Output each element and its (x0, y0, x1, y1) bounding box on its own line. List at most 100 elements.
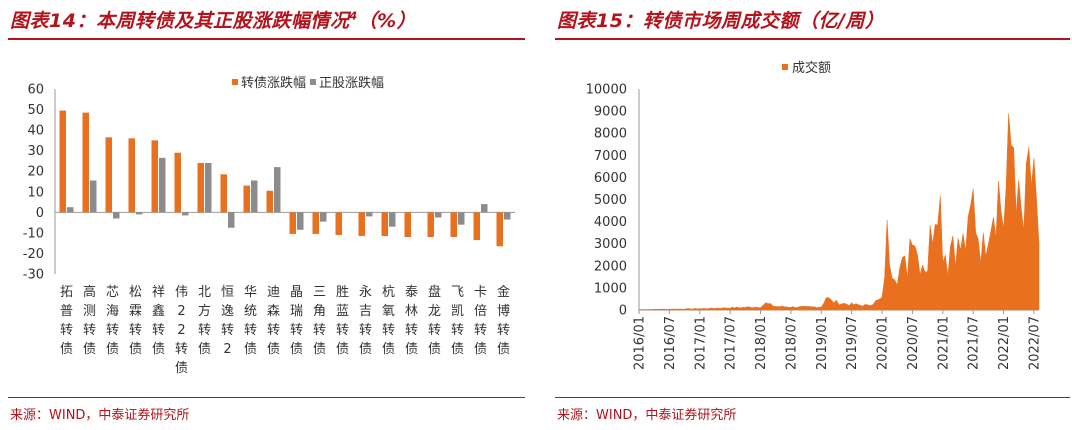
x-tick-label: 2017/07 (724, 316, 739, 370)
bond-change-bar (197, 163, 204, 213)
y-tick-label: 20 (27, 165, 44, 180)
x-category-label: 卡 (474, 285, 487, 300)
x-category-label: 债 (336, 342, 349, 357)
y-tick-label: 4000 (594, 215, 627, 230)
x-tick-label: 2019/01 (815, 316, 830, 370)
x-category-label: 债 (474, 342, 487, 357)
stock-change-bar (136, 212, 143, 215)
x-category-label: 氧 (382, 304, 395, 319)
bond-change-bar (243, 185, 250, 213)
x-category-label: 森 (267, 304, 280, 319)
x-category-label: 债 (359, 342, 372, 357)
x-category-label: 海 (106, 304, 119, 319)
x-category-label: 测 (83, 304, 96, 319)
x-category-label: 债 (428, 342, 441, 357)
y-tick-label: 7000 (594, 149, 627, 164)
stock-change-bar (435, 212, 442, 218)
stock-change-bar (389, 212, 396, 227)
x-category-label: 转 (221, 323, 234, 338)
x-tick-label: 2020/01 (876, 316, 891, 370)
x-tick-label: 2020/07 (906, 316, 921, 370)
x-tick-label: 2016/01 (633, 316, 648, 370)
x-category-label: 转 (382, 323, 395, 338)
bond-change-bar (266, 190, 273, 213)
stock-change-bar (67, 207, 74, 213)
x-category-label: 转 (106, 323, 119, 338)
x-category-label: 统 (244, 304, 257, 319)
x-category-label: 转 (405, 323, 418, 338)
x-category-label: 盘 (428, 284, 441, 300)
y-tick-label: -30 (23, 268, 44, 283)
y-tick-label: 30 (27, 144, 44, 159)
y-tick-label: 3000 (594, 237, 627, 252)
x-category-label: 债 (60, 342, 73, 357)
x-category-label: 林 (405, 304, 418, 319)
y-tick-label: 2000 (594, 259, 627, 274)
x-category-label: 转 (60, 323, 73, 338)
right-area-chart: 1000090008000700060005000400030002000100… (586, 60, 1043, 370)
legend-label: 转债涨跌幅 (241, 75, 306, 91)
x-category-label: 蓝 (336, 304, 349, 319)
x-category-label: 胜 (336, 285, 349, 300)
x-category-label: 飞 (451, 285, 464, 300)
x-category-label: 祥 (152, 285, 165, 300)
bond-change-bar (128, 138, 135, 213)
y-tick-label: 60 (27, 83, 44, 98)
x-tick-label: 2018/01 (754, 316, 769, 370)
bond-change-bar (496, 212, 503, 247)
x-category-label: 博 (497, 304, 510, 319)
left-title-text: 图表14：本周转债及其正股涨跌幅情况 (10, 10, 350, 32)
x-category-label: 逸 (221, 304, 234, 319)
x-category-label: 角 (313, 304, 326, 319)
x-category-label: 转 (244, 323, 257, 338)
x-category-label: 转 (313, 323, 326, 338)
left-source: 来源：WIND，中泰证券研究所 (10, 408, 190, 423)
bond-change-bar (82, 112, 89, 213)
x-category-label: 债 (129, 342, 142, 357)
x-category-label: 债 (497, 342, 510, 357)
x-category-label: 吉 (359, 304, 372, 319)
stock-change-bar (228, 212, 235, 228)
stock-change-bar (458, 212, 465, 225)
left-title-sup: 4 (349, 9, 358, 23)
turnover-area (638, 113, 1040, 311)
x-category-label: 三 (313, 285, 326, 300)
right-chart-panel: 图表15：转债市场周成交额（亿/周） 10000 9000 8000 7000 6000… (547, 0, 1072, 430)
stock-change-bar (113, 212, 120, 219)
x-category-label: 债 (152, 342, 165, 357)
stock-change-bar (504, 212, 511, 220)
y-tick-label: -10 (23, 226, 44, 241)
bond-change-bar (358, 212, 365, 236)
x-tick-label: 2022/07 (1027, 316, 1042, 370)
bond-change-bar (404, 212, 411, 237)
bond-change-bar (427, 212, 434, 237)
x-category-label: 转 (428, 323, 441, 338)
x-category-label: 方 (198, 303, 211, 319)
x-category-label: 凯 (451, 304, 464, 319)
x-category-label: 伟 (175, 285, 188, 300)
left-title-suffix: （%） (357, 10, 417, 32)
legend-label: 成交额 (792, 60, 831, 76)
x-category-label: 泰 (405, 285, 418, 300)
stock-change-bar (320, 212, 327, 222)
stock-change-bar (182, 212, 189, 216)
bond-change-bar (105, 137, 112, 213)
x-tick-label: 2021/01 (936, 316, 951, 370)
x-category-label: 北 (198, 285, 211, 300)
x-category-label: 芯 (106, 285, 119, 300)
stock-change-bar (481, 204, 488, 213)
x-tick-label: 2018/07 (784, 316, 799, 370)
y-tick-label: 8000 (594, 127, 627, 142)
x-category-label: 债 (313, 342, 326, 357)
x-tick-label: 2019/07 (845, 316, 860, 370)
x-category-label: 转 (451, 323, 464, 338)
left-source-rule (8, 397, 525, 398)
x-category-label: 债 (451, 342, 464, 357)
x-category-label: 债 (83, 342, 96, 357)
y-tick-label: -20 (23, 247, 44, 262)
x-category-label: 债 (244, 342, 257, 357)
stock-change-bar (274, 167, 281, 213)
y-tick-label: 10000 (586, 83, 627, 98)
x-category-label: 晶 (290, 285, 303, 300)
left-chart-panel: 图表14：本周转债及其正股涨跌幅情况4（%） 60 50 40 30 20 10 0 -10 -… (0, 0, 530, 430)
